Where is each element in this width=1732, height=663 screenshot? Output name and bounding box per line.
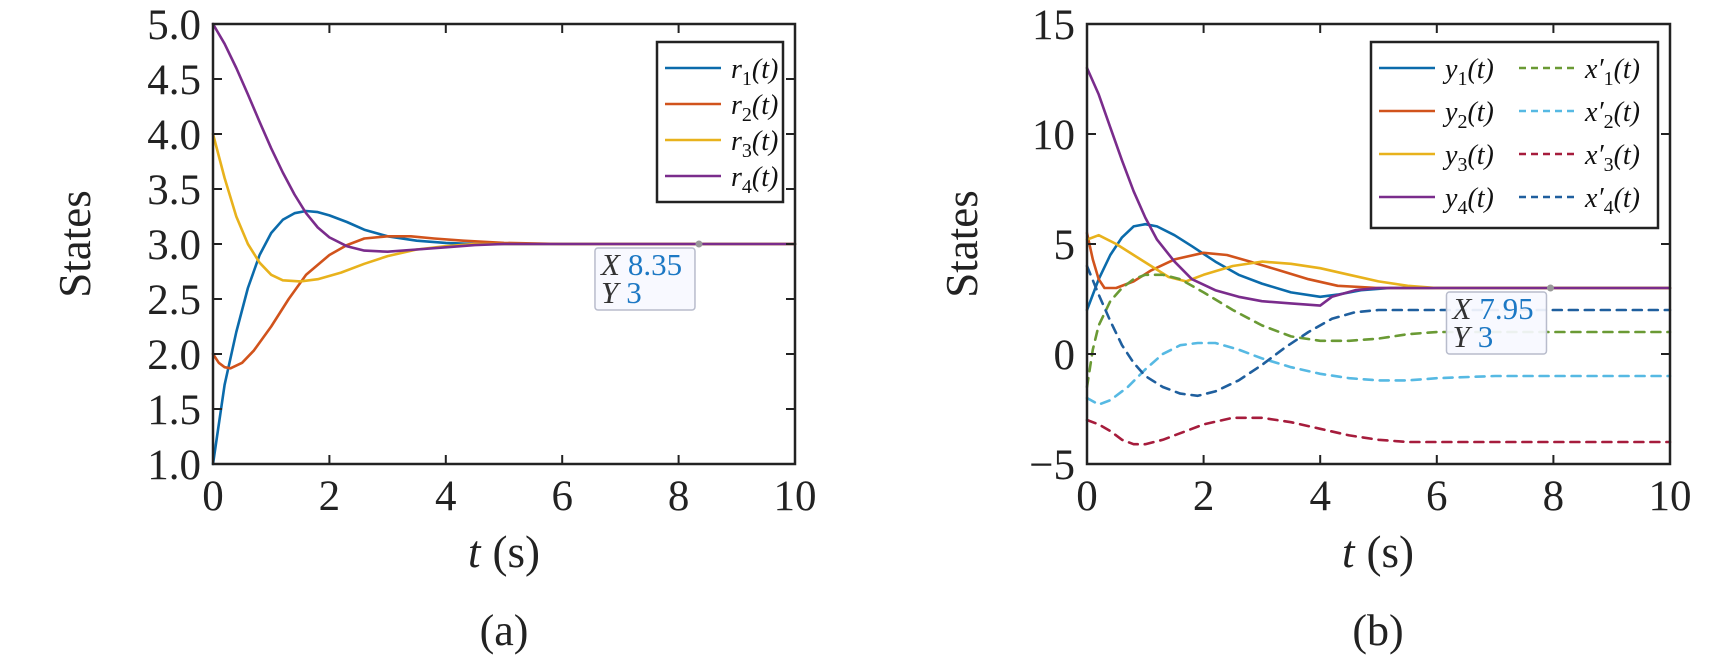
y-tick-label: 0 [1054, 332, 1076, 379]
series-line-b-7 [1085, 416, 1672, 446]
datatip-a: X 8.35Y 3 [594, 240, 703, 311]
x-axis-unit-b: (s) [1367, 527, 1414, 577]
legend-entry: x′1(t) [1584, 54, 1640, 90]
x-axis-var-a: t [468, 527, 482, 577]
ticks-a: 0 2 4 6 8 10 1.0 1.5 2.0 2.5 3.0 3.5 4.0 4.5 5.0 [147, 2, 816, 520]
axes-frame-b [1085, 22, 1672, 466]
y-tick-label: 5 [1054, 222, 1076, 269]
series-lines-a [211, 22, 797, 466]
x-tick-label: 2 [1193, 473, 1215, 520]
series-line-a-4 [211, 22, 797, 253]
y-tick-label: 2.0 [147, 332, 201, 379]
y-tick-label: 15 [1032, 2, 1075, 49]
x-axis-label-a: t (s) [468, 527, 540, 577]
x-tick-label: 8 [1543, 473, 1565, 520]
legend-entry: x′2(t) [1584, 97, 1640, 133]
x-tick-label: 4 [435, 473, 457, 520]
x-axis-unit-a: (s) [493, 527, 540, 577]
x-tick-label: 2 [319, 473, 341, 520]
y-axis-label-a: States [50, 190, 100, 298]
datatip-b: X 7.95Y 3 [1445, 284, 1554, 355]
datatip-marker [695, 240, 703, 248]
datatip-marker [1546, 284, 1554, 292]
y-tick-label: −5 [1029, 442, 1075, 489]
y-tick-label: 3.5 [147, 167, 201, 214]
chart-panel-a: 0 2 4 6 8 10 1.0 1.5 2.0 2.5 3.0 3.5 4.0 4.5 5.0 State… [50, 2, 817, 655]
y-tick-label: 5.0 [147, 2, 201, 49]
panel-label-b: (b) [1352, 606, 1403, 655]
x-tick-label: 4 [1309, 473, 1331, 520]
legend-entry: r3(t) [731, 126, 778, 162]
y-tick-label: 2.5 [147, 277, 201, 324]
y-tick-label: 3.0 [147, 222, 201, 269]
y-tick-label: 10 [1032, 112, 1075, 159]
series-line-b-5 [1085, 273, 1672, 389]
legend-entry: x′4(t) [1584, 183, 1640, 219]
x-tick-label: 0 [1076, 473, 1098, 520]
x-tick-label: 6 [551, 473, 573, 520]
y-tick-label: 1.5 [147, 387, 201, 434]
y-tick-label: 4.5 [147, 57, 201, 104]
series-line-a-2 [211, 235, 797, 370]
series-line-b-4 [1085, 66, 1672, 307]
legend-entry: r2(t) [731, 90, 778, 126]
datatip-x: X 8.35 [599, 247, 682, 282]
legend-entry: y2(t) [1442, 97, 1494, 133]
panel-label-a: (a) [480, 606, 529, 655]
datatip-x: X 7.95 [1450, 291, 1533, 326]
x-tick-label: 0 [202, 473, 224, 520]
legend-entry: r1(t) [731, 54, 778, 90]
legend-entry: y3(t) [1442, 140, 1494, 176]
x-tick-label: 6 [1426, 473, 1448, 520]
legend-entry: y1(t) [1442, 54, 1494, 90]
legend-entry: y4(t) [1442, 183, 1494, 219]
x-tick-label: 8 [668, 473, 690, 520]
legend-entry: x′3(t) [1584, 140, 1640, 176]
x-tick-label: 10 [1649, 473, 1692, 520]
series-line-a-1 [211, 209, 797, 466]
legend-entry: r4(t) [731, 162, 778, 198]
legend-b: y1(t) y2(t) y3(t) y4(t) x′1(t) x′2(t) x′3(t) x′… [1369, 40, 1660, 230]
series-line-b-6 [1085, 341, 1672, 406]
x-axis-label-b: t (s) [1342, 527, 1414, 577]
datatip-box [594, 247, 696, 311]
y-tick-label: 4.0 [147, 112, 201, 159]
datatip-box [1445, 291, 1548, 355]
x-tick-label: 10 [774, 473, 817, 520]
legend-a: r1(t)r2(t)r3(t)r4(t) [655, 40, 785, 204]
series-line-b-1 [1085, 222, 1672, 312]
x-axis-var-b: t [1342, 527, 1356, 577]
y-axis-label-b: States [937, 190, 987, 298]
axes-frame-a [211, 22, 797, 466]
series-line-b-8 [1085, 264, 1672, 398]
y-tick-label: 1.0 [147, 442, 201, 489]
